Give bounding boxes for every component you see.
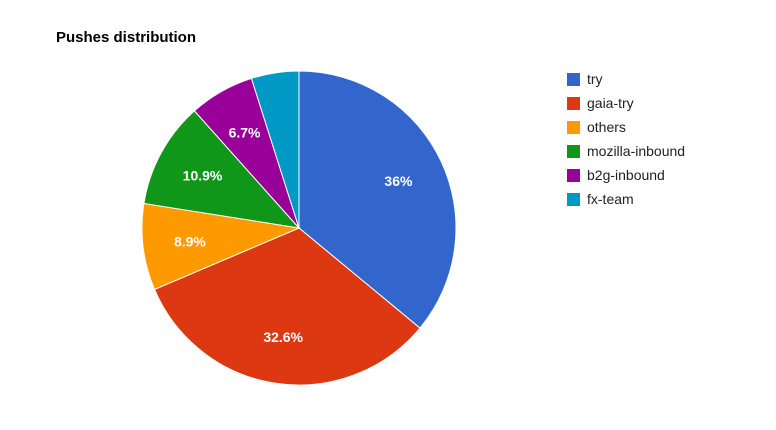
legend-item-try: try [567,67,685,91]
legend-item-mozilla-inbound: mozilla-inbound [567,139,685,163]
legend-swatch [567,96,580,110]
slice-label-mozilla-inbound: 10.9% [183,167,223,183]
legend-swatch [567,192,580,206]
pie-slice-mozilla-inbound [143,110,301,229]
pie-slice-fx-team [250,70,300,229]
pie-slice-others [141,202,301,291]
legend-item-gaia-try: gaia-try [567,91,685,115]
legend-label: gaia-try [587,95,634,111]
legend-swatch [567,144,580,158]
legend-label: fx-team [587,191,634,207]
legend-label: try [587,71,603,87]
legend-label: mozilla-inbound [587,143,686,159]
slice-label-gaia-try: 32.6% [263,329,303,345]
slice-label-b2g-inbound: 6.7% [229,125,261,141]
legend-swatch [567,120,580,134]
legend-swatch [567,168,580,182]
pie-slice-try [298,70,457,329]
legend-item-others: others [567,115,685,139]
pie-slice-gaia-try [153,227,421,386]
legend-swatch [567,72,580,86]
legend-label: b2g-inbound [587,167,665,183]
legend-item-b2g-inbound: b2g-inbound [567,163,685,187]
legend-item-fx-team: fx-team [567,187,685,211]
legend-label: others [587,119,626,135]
chart-title: Pushes distribution [56,29,197,46]
slice-label-others: 8.9% [174,233,206,249]
chart-legend: try gaia-try others mozilla-inbound b2g-inbo… [567,67,685,211]
slice-label-try: 36% [384,173,413,189]
